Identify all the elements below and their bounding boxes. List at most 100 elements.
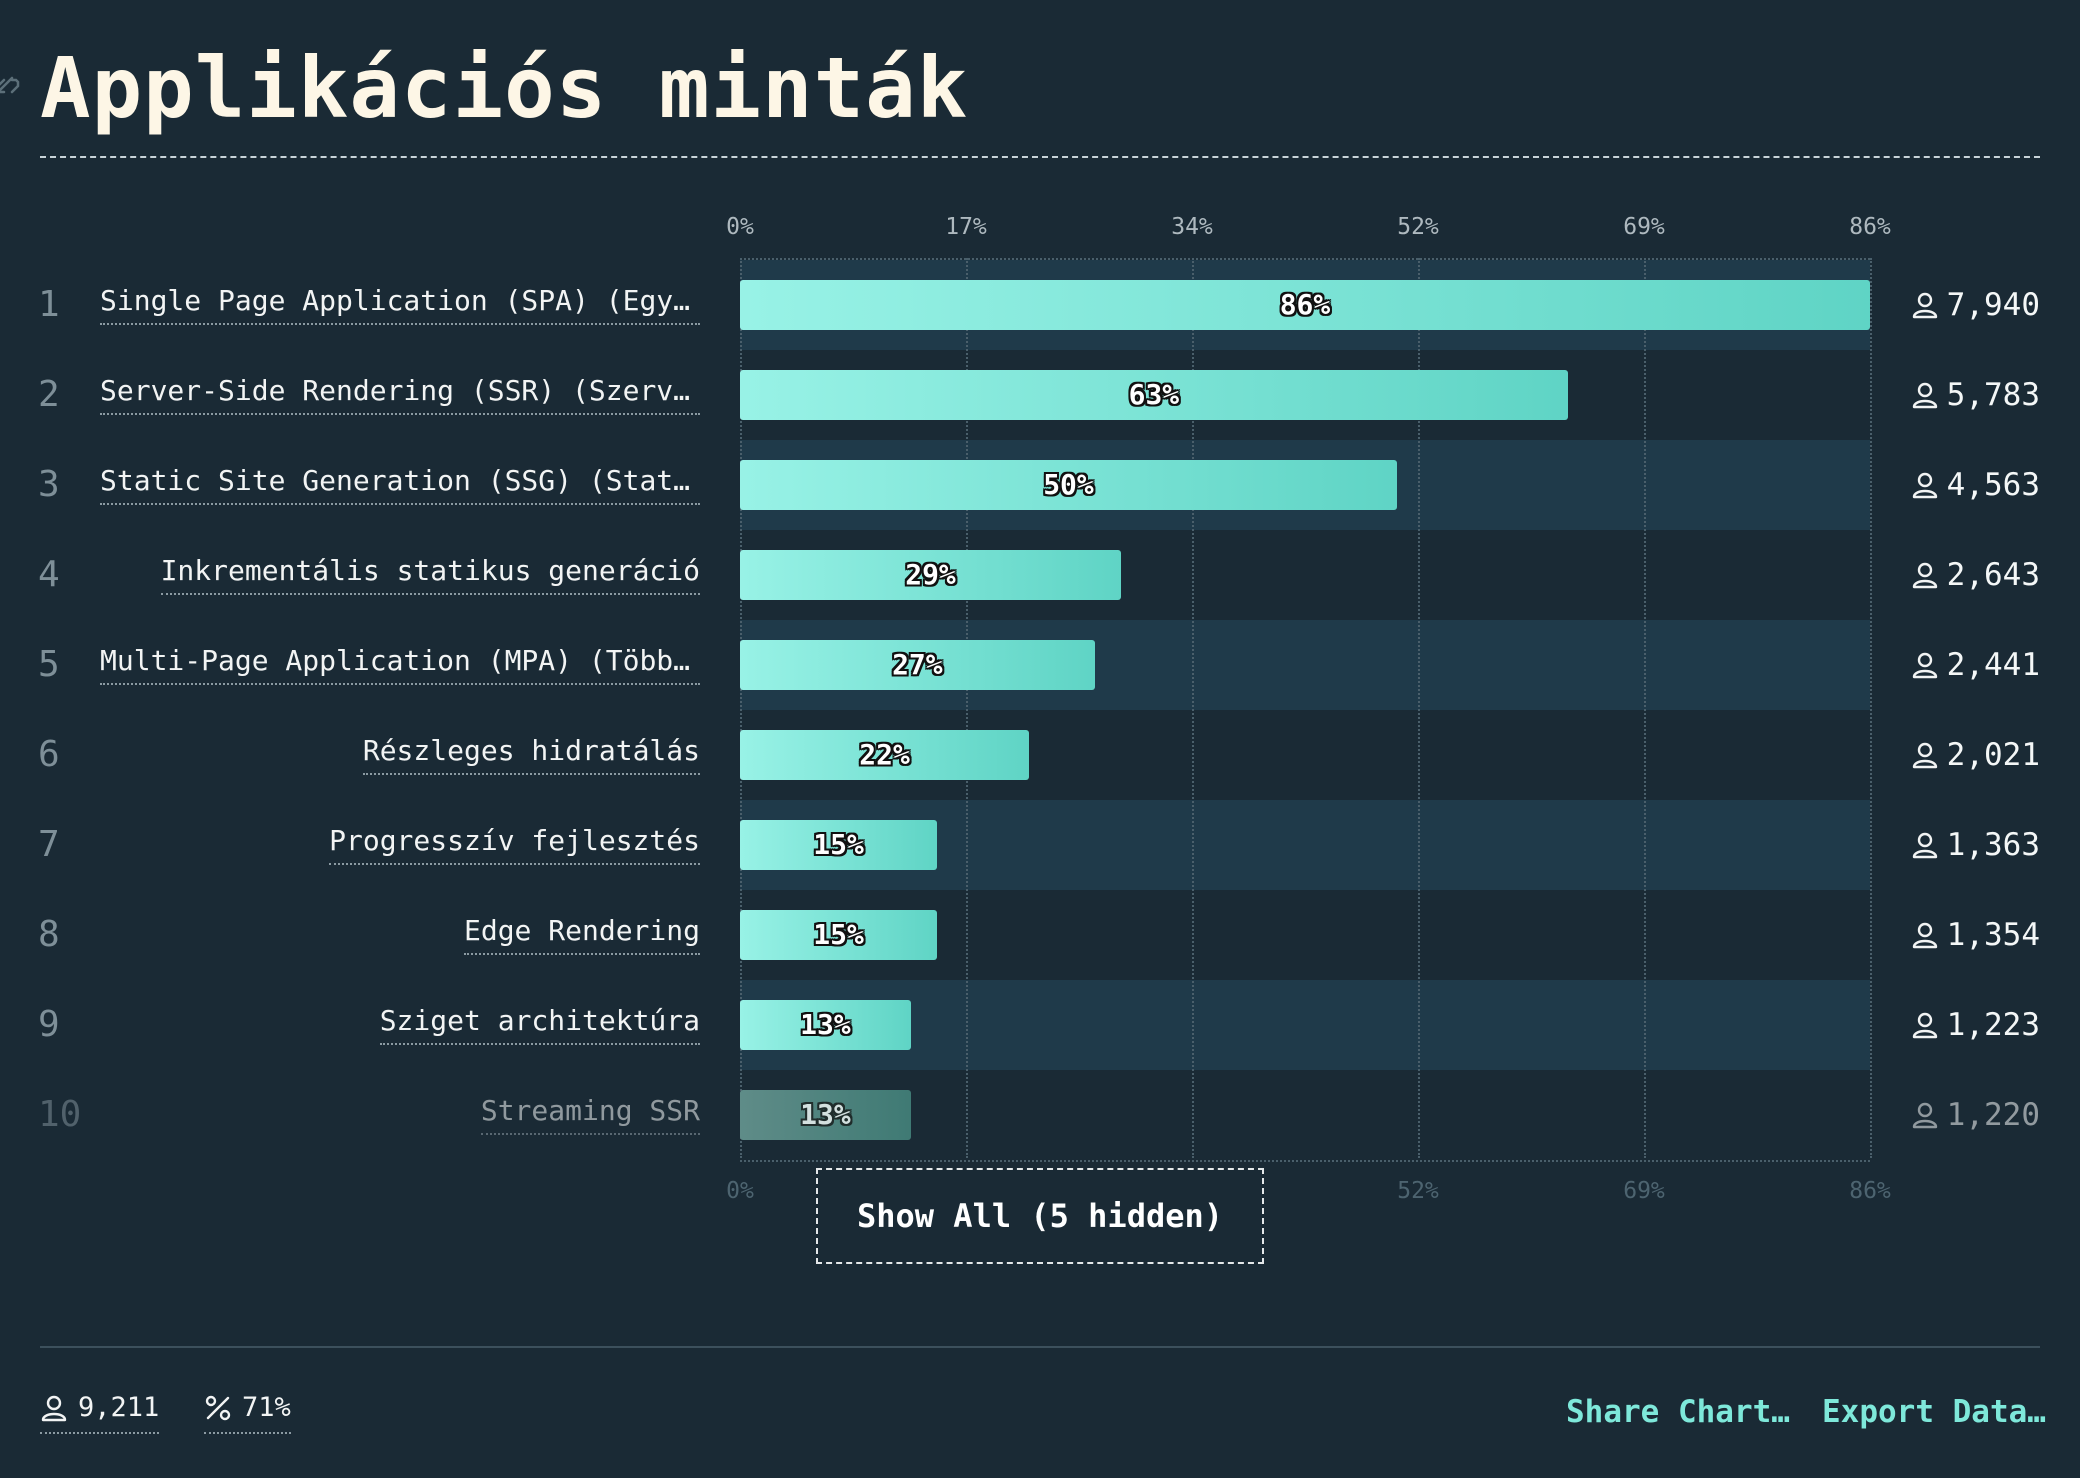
bar-value-label: 86% (1279, 288, 1331, 321)
row-count: 4,563 (1911, 463, 2040, 507)
percent-icon (205, 1395, 231, 1421)
x-tick-label-bottom: 52% (1397, 1178, 1439, 1204)
bar-value-label: 27% (892, 648, 943, 681)
bar[interactable] (740, 730, 1030, 780)
row-count-value: 1,220 (1946, 1097, 2040, 1133)
percent-stat: 71% (204, 1390, 291, 1434)
row-count-value: 2,643 (1946, 557, 2040, 593)
row-count: 1,223 (1911, 1003, 2040, 1047)
row-count-value: 4,563 (1946, 467, 2040, 503)
percent-value: 71% (242, 1392, 291, 1423)
row-label[interactable]: Multi-Page Application (MPA) (Többold… (100, 641, 700, 685)
row-rank: 1 (38, 284, 60, 325)
user-icon (1912, 652, 1937, 679)
bar[interactable] (740, 1000, 911, 1050)
footer-divider (40, 1346, 2040, 1348)
x-tick-label-bottom: 86% (1849, 1178, 1891, 1204)
x-tick-label-top: 86% (1849, 214, 1891, 240)
bar[interactable] (740, 640, 1095, 690)
grid-line (1192, 258, 1194, 1158)
bar[interactable] (740, 370, 1568, 420)
x-tick-label-top: 0% (726, 214, 754, 240)
row-rank: 10 (38, 1094, 82, 1135)
axis-line-bottom (740, 1160, 1870, 1162)
show-all-button[interactable]: Show All (5 hidden) (816, 1168, 1264, 1264)
row-label[interactable]: Progresszív fejlesztés (329, 821, 700, 865)
grid-line (1418, 258, 1420, 1158)
row-label[interactable]: Static Site Generation (SSG) (Statiku… (100, 461, 700, 505)
row-count-value: 5,783 (1946, 377, 2040, 413)
user-icon (1912, 562, 1937, 589)
row-band (740, 980, 1870, 1070)
axis-line-top (740, 258, 1870, 260)
bar-value-label: 50% (1043, 468, 1094, 501)
x-tick-label-top: 52% (1397, 214, 1439, 240)
row-rank: 7 (38, 824, 60, 865)
row-label[interactable]: Inkrementális statikus generáció (160, 551, 700, 595)
row-label[interactable]: Streaming SSR (480, 1091, 700, 1135)
row-count-value: 1,223 (1946, 1007, 2040, 1043)
row-rank: 9 (38, 1004, 60, 1045)
share-chart-link[interactable]: Share Chart… (1566, 1394, 1790, 1430)
bar-value-label: 63% (1128, 378, 1180, 411)
row-count: 1,363 (1911, 823, 2040, 867)
bar-value-label: 13% (800, 1008, 851, 1041)
row-rank: 2 (38, 374, 60, 415)
bar[interactable] (740, 550, 1122, 600)
respondents-stat: 9,211 (40, 1390, 160, 1434)
bar[interactable] (740, 460, 1397, 510)
row-count: 7,940 (1911, 283, 2040, 327)
row-count: 1,220 (1911, 1093, 2040, 1137)
row-label[interactable]: Edge Rendering (463, 911, 700, 955)
row-count: 2,441 (1911, 643, 2040, 687)
bar[interactable] (740, 910, 938, 960)
bar[interactable] (740, 820, 938, 870)
user-icon (1912, 382, 1937, 409)
row-count: 2,643 (1911, 553, 2040, 597)
x-tick-label-top: 34% (1171, 214, 1213, 240)
row-count: 1,354 (1911, 913, 2040, 957)
bar-value-label: 13% (800, 1098, 851, 1131)
row-rank: 4 (38, 554, 60, 595)
row-count: 5,783 (1911, 373, 2040, 417)
grid-line (966, 258, 968, 1158)
user-icon (1912, 742, 1937, 769)
row-rank: 6 (38, 734, 60, 775)
bar-value-label: 22% (859, 738, 910, 771)
row-rank: 5 (38, 644, 60, 685)
chart-title: Applikációs minták (40, 39, 969, 137)
respondents-count: 9,211 (78, 1392, 160, 1423)
user-icon (41, 1395, 67, 1422)
row-count-value: 1,363 (1946, 827, 2040, 863)
grid-line (740, 258, 742, 1158)
row-label[interactable]: Részleges hidratálás (362, 731, 700, 775)
row-count: 2,021 (1911, 733, 2040, 777)
x-tick-label-bottom: 69% (1623, 1178, 1665, 1204)
grid-line (1870, 258, 1872, 1158)
export-data-link[interactable]: Export Data… (1822, 1394, 2046, 1430)
title-divider (40, 156, 2040, 158)
user-icon (1912, 472, 1937, 499)
x-tick-label-top: 17% (945, 214, 987, 240)
bar-value-label: 15% (813, 918, 864, 951)
row-count-value: 2,021 (1946, 737, 2040, 773)
x-tick-label-top: 69% (1623, 214, 1665, 240)
user-icon (1912, 1102, 1937, 1129)
user-icon (1912, 292, 1937, 319)
bar[interactable] (740, 1090, 911, 1140)
row-count-value: 1,354 (1946, 917, 2040, 953)
row-count-value: 7,940 (1946, 287, 2040, 323)
bar-value-label: 15% (813, 828, 864, 861)
user-icon (1912, 1012, 1937, 1039)
row-count-value: 2,441 (1946, 647, 2040, 683)
bar-value-label: 29% (905, 558, 956, 591)
user-icon (1912, 832, 1937, 859)
row-label[interactable]: Server-Side Rendering (SSR) (Szerver-… (100, 371, 700, 415)
link-icon[interactable] (0, 72, 22, 100)
row-label[interactable]: Sziget architektúra (379, 1001, 700, 1045)
row-label[interactable]: Single Page Application (SPA) (Egyold… (100, 281, 700, 325)
row-rank: 3 (38, 464, 60, 505)
x-tick-label-bottom: 0% (726, 1178, 754, 1204)
bar[interactable] (740, 280, 1870, 330)
